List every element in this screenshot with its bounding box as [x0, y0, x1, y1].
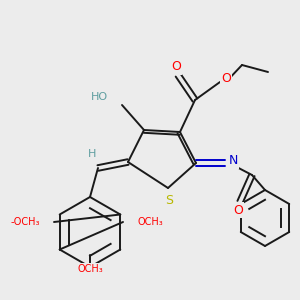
Text: H: H	[88, 149, 96, 159]
Text: O: O	[171, 61, 181, 74]
Text: OCH₃: OCH₃	[137, 217, 163, 227]
Text: O: O	[233, 203, 243, 217]
Text: S: S	[165, 194, 173, 206]
Text: HO: HO	[91, 92, 108, 102]
Text: N: N	[228, 154, 238, 167]
Text: -OCH₃: -OCH₃	[11, 217, 40, 227]
Text: O: O	[221, 71, 231, 85]
Text: OCH₃: OCH₃	[77, 264, 103, 274]
